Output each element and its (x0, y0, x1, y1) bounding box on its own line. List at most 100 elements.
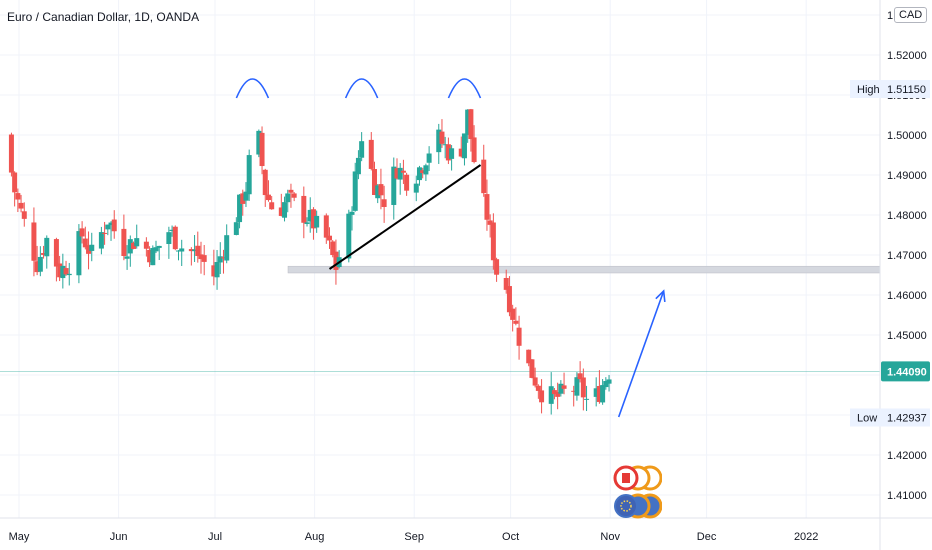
candle (375, 184, 381, 204)
candle-body (44, 237, 50, 257)
candle-body (31, 222, 37, 261)
candle-body (381, 199, 387, 207)
candle-body (12, 172, 18, 193)
candle (510, 304, 516, 332)
candle-body (37, 256, 43, 272)
candle-body (246, 155, 252, 195)
candle-body (66, 273, 72, 276)
candle (8, 132, 14, 177)
top-arc-0 (235, 78, 270, 99)
candle (596, 370, 602, 404)
candle (532, 367, 538, 388)
candle-body (327, 235, 333, 241)
candle (150, 245, 156, 266)
time-tick-label: Dec (697, 531, 717, 543)
candle (449, 145, 455, 171)
price-tick-label: 1.42000 (887, 450, 927, 462)
candle (471, 125, 477, 164)
candle (481, 144, 487, 197)
candle (439, 119, 445, 148)
candle (584, 385, 590, 412)
time-tick-label: Nov (600, 531, 620, 543)
candle-body (211, 265, 217, 277)
candle (555, 382, 561, 410)
candle (391, 157, 397, 220)
time-tick-label: Aug (305, 531, 325, 543)
candle (259, 126, 265, 175)
candle-body (368, 139, 374, 169)
candle (484, 179, 490, 231)
last-price-tag: 1.44090 (881, 361, 930, 382)
candle (516, 315, 522, 360)
candle-body (63, 268, 69, 275)
candle-body (60, 265, 66, 279)
candle (224, 224, 230, 264)
candle (561, 372, 567, 395)
low-tag-value: 1.42937 (887, 413, 927, 425)
candle-body (76, 231, 82, 276)
candle-body (15, 193, 21, 200)
candle (359, 132, 365, 162)
candle-body (378, 184, 384, 196)
candle (201, 244, 207, 276)
candle (574, 372, 580, 401)
candle (195, 231, 201, 263)
candle (368, 132, 374, 171)
candle-body (41, 253, 47, 255)
candle (176, 250, 182, 261)
candle (397, 163, 403, 195)
candle-body (394, 168, 400, 179)
top-arc-1 (344, 78, 379, 99)
candle-body (86, 245, 92, 254)
candle-body (442, 144, 448, 146)
candle (89, 232, 95, 262)
candle-body (561, 385, 567, 389)
candle (420, 167, 426, 179)
candle-body (445, 144, 451, 161)
candle (269, 196, 275, 210)
candle (66, 262, 72, 286)
candle-body (166, 232, 172, 245)
candle-body (603, 381, 609, 388)
candle (86, 231, 92, 270)
candle (31, 207, 37, 277)
candle (593, 377, 599, 407)
candle-body (143, 241, 149, 249)
candle (124, 245, 130, 270)
candle (134, 224, 140, 249)
low-tag-bg (850, 408, 930, 427)
candle-body (153, 247, 159, 252)
candle (468, 108, 474, 152)
candle (503, 269, 509, 294)
candle-body (513, 320, 519, 324)
candle-body (558, 383, 564, 394)
time-tick-label: 2022 (794, 531, 818, 543)
candle-body (188, 249, 194, 252)
candle (60, 253, 66, 289)
candle-body (606, 379, 612, 384)
candle-body (330, 241, 336, 256)
candle (580, 368, 586, 411)
high-tag-label: High (857, 84, 880, 96)
candle-body (458, 148, 464, 157)
events-icon[interactable] (612, 462, 662, 524)
candle-body (484, 194, 490, 220)
candle-body (593, 388, 599, 397)
last-price-value: 1.44090 (887, 366, 927, 378)
candle-body (413, 183, 419, 193)
candle (98, 226, 104, 255)
candle-body (323, 215, 329, 238)
price-tick-label: 1.45000 (887, 330, 927, 342)
candle (192, 235, 198, 262)
candle (600, 379, 606, 405)
candle (44, 235, 50, 269)
currency-button[interactable]: CAD (894, 7, 928, 23)
price-tick-label: 1.52000 (887, 50, 927, 62)
projection-arrow (617, 290, 665, 418)
candle (327, 227, 333, 249)
candle (526, 349, 532, 367)
candle (301, 186, 307, 239)
candle (262, 168, 268, 207)
candle-body (150, 248, 156, 266)
